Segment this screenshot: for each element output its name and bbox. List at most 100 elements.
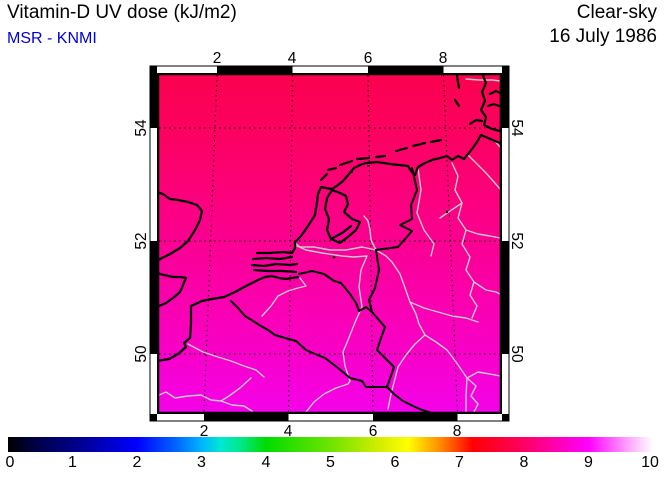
river-somme — [187, 343, 265, 378]
coast-ijsselmeer — [323, 188, 362, 245]
colorbar-tick-labels: 0 1 2 3 4 5 6 7 8 9 10 — [6, 454, 659, 471]
lon-tick-top-1: 4 — [288, 50, 297, 67]
meridian-2 — [203, 75, 218, 412]
german-region-line-2 — [439, 202, 463, 219]
sky-condition-label: Clear-sky — [576, 2, 657, 23]
lon-tick-bottom-3: 8 — [453, 423, 462, 440]
border-netherlands-germany — [368, 167, 418, 313]
lat-tick-left-1: 52 — [133, 232, 150, 249]
lon-tick-bottom-2: 6 — [369, 423, 378, 440]
zebra-corner-br — [502, 414, 509, 421]
island-sylt — [455, 75, 461, 90]
coast-zeeland-delta-2 — [250, 262, 299, 268]
lon-tick-top-0: 2 — [213, 50, 222, 67]
rivers-and-regional-borders — [159, 78, 500, 412]
german-region-line-4 — [473, 281, 500, 295]
island-borkum — [394, 146, 409, 153]
map-inner-border — [156, 72, 503, 415]
zebra-black-top-2-4 — [217, 66, 293, 73]
coast-zeeland-delta-1 — [252, 268, 298, 274]
river-oise — [220, 377, 252, 402]
lat-labels-left: 54 52 50 — [133, 119, 150, 363]
coast-zeeland-delta-3 — [251, 255, 294, 261]
border-luxembourg — [371, 311, 395, 388]
colorbar-tick-3: 3 — [197, 454, 206, 471]
colorbar-tick-10: 10 — [641, 454, 659, 471]
zebra-black-top-6-8 — [368, 66, 444, 73]
colorbar: 0 1 2 3 4 5 6 7 8 9 10 — [6, 437, 659, 471]
colorbar-tick-5: 5 — [326, 454, 335, 471]
meridian-6 — [367, 75, 374, 412]
lon-labels-bottom: 2 4 6 8 — [200, 423, 462, 440]
date-label: 16 July 1986 — [549, 26, 657, 47]
river-ems — [416, 167, 435, 257]
lat-labels-right: 54 52 50 — [508, 119, 525, 363]
colorbar-gradient-bar — [8, 437, 653, 452]
island-langeoog — [429, 138, 443, 144]
colorbar-tick-1: 1 — [68, 454, 77, 471]
coast-denmark-west — [479, 75, 500, 133]
zebra-black-left-55-54 — [150, 73, 157, 128]
zebra-frame — [149, 65, 510, 422]
island-texel — [319, 172, 329, 182]
country-borders — [230, 167, 433, 412]
lon-labels-top: 2 4 6 8 — [213, 50, 448, 67]
german-region-line-7 — [466, 371, 500, 379]
colorbar-tick-7: 7 — [455, 454, 464, 471]
river-weser — [467, 154, 500, 190]
island-norderney — [411, 141, 427, 148]
german-region-line-3 — [465, 229, 500, 239]
zebra-band-bottom — [150, 414, 509, 421]
zebra-corner-tl — [150, 66, 157, 73]
river-moselle — [387, 334, 426, 410]
zebra-corner-bl — [150, 414, 157, 421]
data-source-label: MSR - KNMI — [7, 30, 97, 47]
coast-zeeland-delta-4 — [255, 240, 297, 255]
lat-tick-right-1: 52 — [508, 232, 525, 249]
lat-tick-left-0: 54 — [133, 119, 150, 137]
lon-tick-bottom-1: 4 — [284, 423, 293, 440]
meridian-8 — [443, 75, 458, 412]
german-region-line-1 — [451, 162, 478, 319]
speck — [445, 210, 449, 214]
zebra-black-bottom-2-4 — [204, 414, 289, 421]
island-ameland — [355, 156, 371, 161]
graticule — [159, 75, 500, 412]
coastlines — [159, 75, 500, 362]
river-aisne — [305, 380, 351, 412]
border-france-belgium-germany — [230, 300, 433, 412]
zebra-black-right-55-54 — [502, 73, 509, 128]
lon-tick-top-2: 6 — [364, 50, 373, 67]
colorbar-tick-4: 4 — [262, 454, 271, 471]
colorbar-tick-2: 2 — [133, 454, 142, 471]
colorbar-tick-0: 0 — [6, 454, 15, 471]
border-belgium-netherlands — [298, 270, 373, 313]
german-region-line-6 — [466, 377, 479, 412]
colorbar-tick-6: 6 — [391, 454, 400, 471]
river-scheldt — [261, 277, 307, 317]
coast-denmark-inlet-1 — [468, 118, 484, 126]
plot-title: Vitamin-D UV dose (kJ/m2) — [7, 2, 237, 23]
coast-netherlands-germany — [293, 133, 500, 244]
speck — [367, 165, 369, 167]
island-vlieland — [326, 166, 338, 172]
speck — [332, 255, 336, 259]
speck — [351, 171, 353, 173]
zebra-black-bottom-6-8 — [373, 414, 458, 421]
coast-denmark-inlet-2 — [486, 102, 500, 108]
lat-tick-right-0: 54 — [508, 119, 525, 137]
frame-outer-line — [149, 65, 510, 422]
zebra-black-right-52-50 — [502, 241, 509, 354]
zebra-band-top — [150, 66, 509, 73]
lon-tick-bottom-0: 2 — [200, 423, 209, 440]
coast-uk-east-anglia — [159, 191, 204, 262]
river-meuse — [296, 245, 368, 382]
lat-tick-left-2: 50 — [133, 345, 150, 363]
colorbar-tick-9: 9 — [584, 454, 593, 471]
island-foehr — [453, 98, 461, 108]
meridian-4 — [288, 75, 293, 412]
coast-flevoland-dike — [329, 224, 353, 241]
coast-uk-kent — [159, 272, 188, 308]
